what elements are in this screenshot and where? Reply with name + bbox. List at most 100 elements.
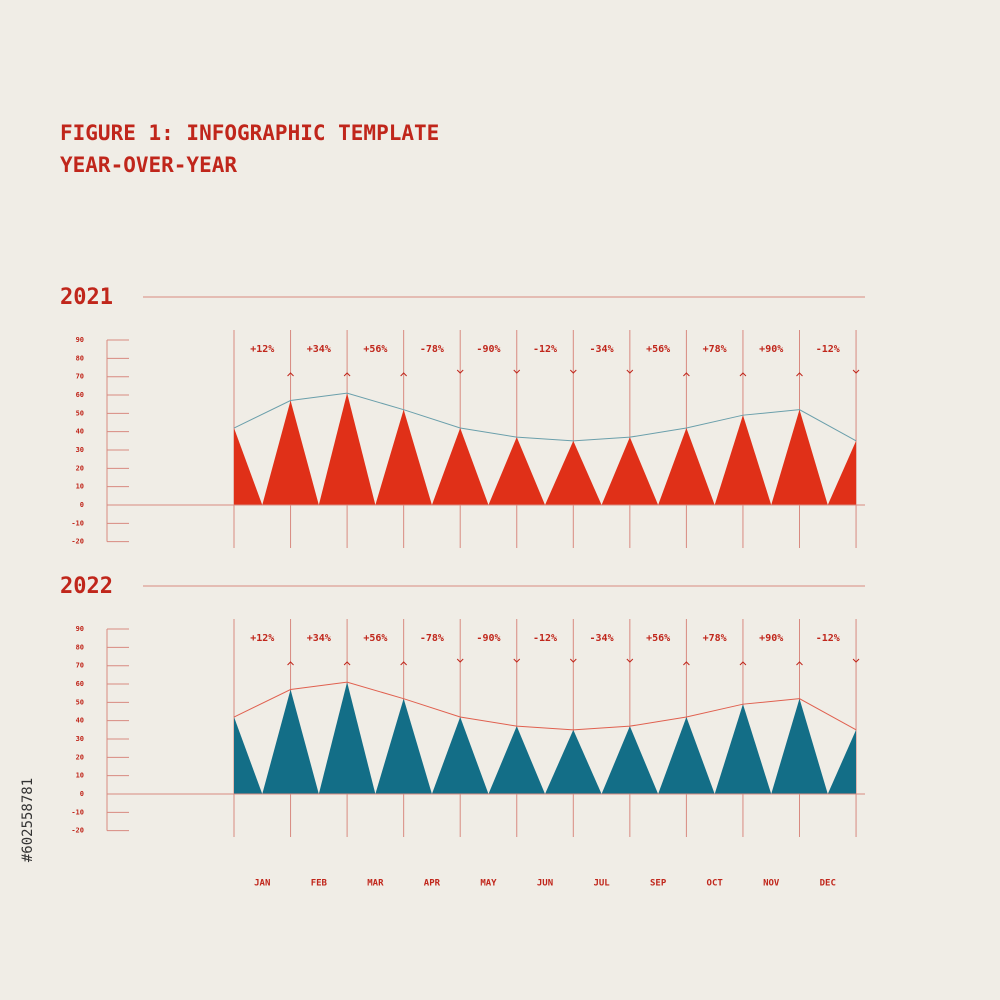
arrow	[739, 372, 747, 377]
triangle	[771, 409, 828, 505]
trend-line	[233, 392, 857, 442]
arrow	[626, 658, 634, 663]
change-label: +90%	[759, 633, 783, 644]
arrow	[852, 369, 860, 374]
triangle	[234, 428, 263, 505]
change-label: +78%	[703, 344, 727, 355]
change-label: -34%	[590, 633, 614, 644]
y-tick-label: 10	[76, 483, 84, 491]
change-label: +56%	[363, 344, 387, 355]
triangle	[714, 704, 772, 794]
y-tick-label: 10	[76, 772, 84, 780]
change-label: +34%	[307, 344, 331, 355]
x-label: OCT	[707, 879, 724, 889]
arrow	[400, 661, 408, 666]
y-tick-label: 60	[76, 391, 84, 399]
y-tick-label: 40	[76, 428, 84, 436]
y-tick-label: 70	[76, 373, 84, 381]
arrow	[796, 661, 803, 666]
triangle	[545, 440, 602, 505]
y-tick-label: 0	[80, 790, 84, 798]
change-label: -12%	[533, 633, 557, 644]
y-tick-label: 20	[76, 753, 84, 761]
y-tick-label: 50	[76, 698, 84, 706]
subtitle: YEAR-OVER-YEAR	[60, 153, 237, 177]
arrow	[400, 372, 408, 377]
triangle	[488, 726, 546, 794]
x-label: SEP	[650, 879, 667, 889]
x-label: JUN	[537, 879, 553, 889]
x-label: APR	[424, 879, 441, 889]
arrow	[569, 369, 577, 374]
y-tick-label: -10	[71, 808, 84, 816]
triangle	[262, 400, 319, 505]
x-label: MAR	[367, 879, 384, 889]
change-label: +34%	[307, 633, 331, 644]
arrow	[456, 658, 464, 663]
change-label: +56%	[646, 344, 670, 355]
y-tick-label: 90	[76, 336, 84, 344]
arrow	[626, 369, 634, 374]
y-tick-label: 30	[76, 735, 84, 743]
arrow	[513, 658, 521, 663]
y-tick-label: 40	[76, 717, 84, 725]
arrow	[343, 661, 351, 666]
triangle	[601, 437, 659, 505]
change-label: -12%	[533, 344, 557, 355]
triangle	[318, 682, 376, 794]
y-tick-label: -10	[71, 519, 84, 527]
triangle	[827, 729, 857, 794]
arrow	[343, 372, 351, 377]
change-label: +78%	[703, 633, 727, 644]
triangle	[262, 689, 319, 794]
triangle	[771, 698, 828, 794]
change-label: +56%	[363, 633, 387, 644]
y-tick-label: 80	[76, 643, 84, 651]
y-tick-label: 50	[76, 409, 84, 417]
change-label: -12%	[816, 344, 840, 355]
change-label: -90%	[476, 344, 500, 355]
x-label: MAY	[480, 879, 497, 889]
triangles	[234, 393, 857, 505]
y-tick-label: -20	[71, 827, 84, 835]
change-label: +12%	[250, 344, 274, 355]
x-label: FEB	[311, 879, 328, 889]
change-label: -78%	[420, 633, 444, 644]
arrow	[569, 658, 577, 663]
change-label: -90%	[476, 633, 500, 644]
change-label: +12%	[250, 633, 274, 644]
arrow	[287, 661, 294, 666]
y-tick-label: 30	[76, 446, 84, 454]
arrow	[513, 369, 521, 374]
change-label: +90%	[759, 344, 783, 355]
x-label: JAN	[254, 879, 270, 889]
triangle	[658, 428, 715, 505]
triangle	[714, 415, 772, 505]
triangle	[601, 726, 659, 794]
triangle	[375, 409, 432, 505]
change-label: +56%	[646, 633, 670, 644]
x-label: DEC	[820, 879, 836, 889]
x-label: JUL	[593, 879, 610, 889]
y-tick-label: 20	[76, 464, 84, 472]
triangle	[234, 717, 263, 794]
triangles	[234, 682, 857, 794]
triangle	[488, 437, 546, 505]
arrow	[683, 372, 690, 377]
y-tick-label: 0	[80, 501, 84, 509]
triangle	[431, 428, 489, 505]
triangle	[318, 393, 376, 505]
arrow	[739, 661, 747, 666]
triangle	[375, 698, 432, 794]
change-label: -78%	[420, 344, 444, 355]
triangle	[827, 440, 857, 505]
arrow	[683, 661, 690, 666]
x-label: NOV	[763, 879, 780, 889]
year-title: 2022	[60, 574, 113, 599]
arrow	[796, 372, 803, 377]
arrow	[287, 372, 294, 377]
trend-line	[233, 681, 857, 731]
triangle	[658, 717, 715, 794]
triangle	[545, 729, 602, 794]
change-label: -12%	[816, 633, 840, 644]
